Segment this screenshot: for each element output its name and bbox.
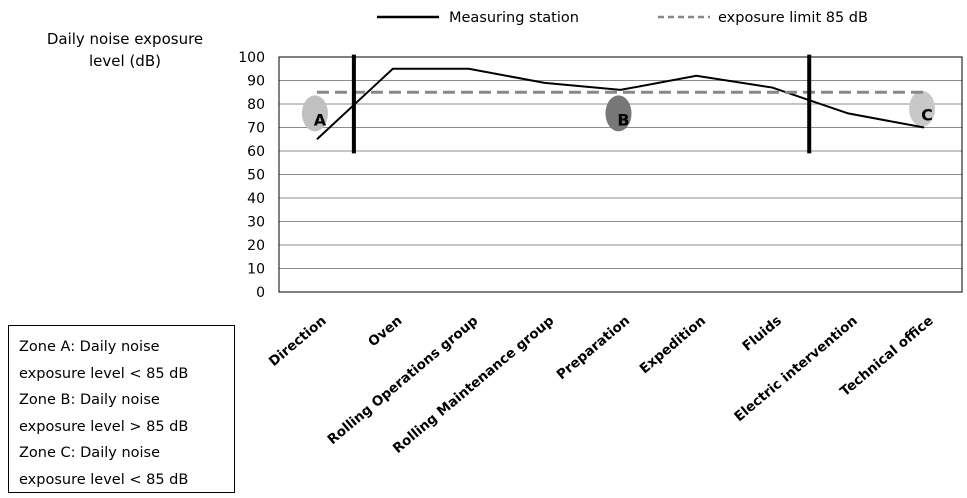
zone-legend-line: Zone B: Daily noise — [19, 392, 160, 408]
zone-marker — [301, 95, 328, 132]
y-tick-label: 100 — [238, 50, 265, 66]
zone-legend-line: Zone A: Daily noise — [19, 339, 160, 355]
y-axis-label-line-1: Daily noise exposure — [46, 30, 204, 48]
legend-label: Measuring station — [449, 10, 579, 26]
zone-legend-box: Zone A: Daily noise exposure level < 85 … — [8, 325, 235, 493]
x-tick-label: Direction — [266, 313, 330, 370]
x-tick-label: Oven — [365, 313, 405, 350]
y-tick-label: 80 — [247, 97, 265, 113]
zone-marker — [605, 95, 632, 132]
y-axis-label: Daily noise exposure level (dB) — [30, 28, 220, 72]
zone-legend-line: exposure level < 85 dB — [19, 365, 189, 382]
x-tick-label: Rolling Maintenance group — [390, 313, 558, 457]
zone-legend-line: exposure level > 85 dB — [19, 418, 189, 435]
y-tick-label: 50 — [247, 168, 265, 184]
x-tick-label: Expedition — [637, 313, 709, 377]
y-tick-label: 60 — [247, 144, 265, 160]
y-tick-label: 20 — [247, 238, 265, 254]
zone-label: C — [921, 106, 933, 125]
zone-label: A — [314, 110, 327, 129]
zone-legend-line: Zone C: Daily noise — [19, 445, 161, 461]
zone-marker — [909, 90, 936, 127]
x-tick-label: Preparation — [554, 313, 633, 383]
x-tick-label: Electric intervention — [731, 313, 860, 425]
y-tick-label: 10 — [247, 262, 265, 278]
y-tick-label: 30 — [247, 215, 265, 231]
legend-label: exposure limit 85 dB — [718, 10, 868, 26]
x-tick-label: Rolling Operations group — [325, 313, 482, 448]
plot-area-border — [278, 56, 963, 293]
zone-label: B — [617, 110, 629, 129]
zone-legend-line: exposure level < 85 dB — [19, 471, 189, 488]
y-tick-label: 90 — [247, 74, 265, 90]
x-tick-label: Fluids — [739, 313, 784, 355]
y-tick-label: 70 — [247, 121, 265, 137]
y-axis-label-line-2: level (dB) — [89, 52, 161, 70]
y-tick-label: 40 — [247, 191, 265, 207]
y-tick-label: 0 — [256, 285, 265, 301]
